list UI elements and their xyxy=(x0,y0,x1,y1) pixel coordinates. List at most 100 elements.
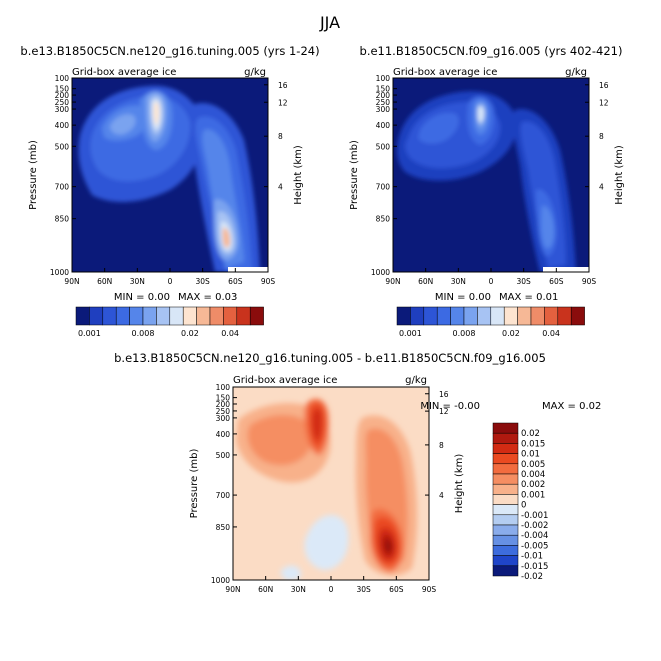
y-tick-right-label: 8 xyxy=(599,132,604,141)
colorbar-label: 0.008 xyxy=(132,329,155,338)
colorbar-label: 0.008 xyxy=(453,329,476,338)
x-tick-label: 30S xyxy=(357,585,372,594)
colorbar-swatch xyxy=(492,473,519,485)
colorbar-swatch xyxy=(410,306,425,326)
colorbar-label: 0.005 xyxy=(521,460,545,470)
colorbar-swatch xyxy=(223,306,238,326)
contour-level xyxy=(386,540,391,552)
contour-level xyxy=(541,205,554,249)
land-mask xyxy=(228,267,268,272)
x-tick-label: 60S xyxy=(228,277,243,286)
x-tick-label: 90N xyxy=(385,277,400,286)
contour-level xyxy=(280,515,349,580)
colorbar-swatch xyxy=(463,306,478,326)
colorbar-swatch xyxy=(396,306,411,326)
y-tick-label: 200 xyxy=(55,91,70,100)
x-tick-label: 90S xyxy=(261,277,276,286)
x-tick-label: 30S xyxy=(517,277,532,286)
y-axis-right-title: Height (km) xyxy=(293,145,304,205)
x-tick-label: 60N xyxy=(97,277,112,286)
colorbar-label: 0 xyxy=(521,501,526,511)
colorbar-swatch xyxy=(492,514,519,526)
colorbar-label: 0.01 xyxy=(521,450,540,460)
y-tick-label: 400 xyxy=(55,121,70,130)
x-tick-label: 90S xyxy=(422,585,437,594)
panel-diff-field xyxy=(233,387,429,580)
colorbar-swatch xyxy=(209,306,224,326)
panel-left-title: b.e13.B1850C5CN.ne120_g16.tuning.005 (yr… xyxy=(20,44,319,58)
y-tick-right-label: 4 xyxy=(599,183,604,192)
colorbar-label: -0.002 xyxy=(521,521,548,531)
contour-level xyxy=(247,414,312,466)
panel-left-subtitle: Grid-box average ice xyxy=(72,67,176,78)
colorbar-swatch xyxy=(169,306,184,326)
colorbar-label: 0.001 xyxy=(399,329,422,338)
colorbar-swatch xyxy=(492,524,519,536)
y-tick-label: 500 xyxy=(216,451,231,460)
panel-right-colorbar: 0.001 0.008 0.02 0.04 xyxy=(396,306,585,338)
colorbar-swatch xyxy=(75,306,90,326)
panel-right-title: b.e11.B1850C5CN.f09_g16.005 (yrs 402-421… xyxy=(360,44,623,58)
colorbar-label: -0.015 xyxy=(521,562,548,572)
colorbar-label: 0.04 xyxy=(221,329,239,338)
panel-left-max-label: MAX = 0.03 xyxy=(178,292,237,303)
panel-diff: b.e13.B1850C5CN.ne120_g16.tuning.005 - b… xyxy=(114,351,601,594)
contour-level xyxy=(418,112,459,144)
colorbar-swatch xyxy=(530,306,545,326)
colorbar-swatch xyxy=(492,443,519,454)
colorbar-swatch xyxy=(156,306,171,326)
colorbar-label: 0.02 xyxy=(521,429,540,439)
colorbar-swatch xyxy=(492,483,519,495)
colorbar-label: -0.001 xyxy=(521,511,548,521)
panel-left-field xyxy=(72,78,268,272)
colorbar-swatch xyxy=(544,306,559,326)
colorbar-swatch xyxy=(115,306,130,326)
y-axis-title: Pressure (mb) xyxy=(28,140,39,210)
y-tick-right-label: 16 xyxy=(278,81,288,90)
colorbar-label: -0.005 xyxy=(521,541,548,551)
y-tick-label: 150 xyxy=(376,85,391,94)
y-tick-label: 200 xyxy=(376,91,391,100)
x-tick-label: 90N xyxy=(64,277,79,286)
y-tick-label: 1000 xyxy=(371,268,390,277)
colorbar-label: 0.02 xyxy=(502,329,520,338)
y-tick-label: 700 xyxy=(55,183,70,192)
y-tick-right-label: 8 xyxy=(439,441,444,450)
colorbar-swatch xyxy=(492,534,519,546)
colorbar-swatch xyxy=(490,306,505,326)
colorbar-swatch xyxy=(450,306,465,326)
colorbar-swatch xyxy=(89,306,104,326)
y-tick-label: 250 xyxy=(376,98,391,107)
x-tick-label: 90N xyxy=(225,585,240,594)
panel-right-field xyxy=(393,78,589,272)
y-tick-label: 250 xyxy=(55,98,70,107)
y-tick-label: 500 xyxy=(376,142,391,151)
colorbar-swatch xyxy=(249,306,264,326)
y-tick-label: 1000 xyxy=(211,576,230,585)
colorbar-swatch xyxy=(570,306,585,326)
colorbar-swatch xyxy=(196,306,211,326)
panel-diff-subtitle: Grid-box average ice xyxy=(233,375,337,386)
x-tick-label: 30S xyxy=(196,277,211,286)
panel-left: b.e13.B1850C5CN.ne120_g16.tuning.005 (yr… xyxy=(20,44,319,338)
panel-right-min-label: MIN = 0.00 xyxy=(435,292,491,303)
colorbar-label: 0.04 xyxy=(542,329,560,338)
contour-level xyxy=(153,102,159,125)
y-tick-right-label: 16 xyxy=(439,390,449,399)
colorbar-swatch xyxy=(492,422,519,434)
y-tick-label: 100 xyxy=(55,74,70,83)
colorbar-label: -0.01 xyxy=(521,552,543,562)
panel-diff-colorbar: 0.020.0150.010.0050.0040.0020.0010-0.001… xyxy=(492,422,548,582)
colorbar-swatch xyxy=(492,463,519,475)
colorbar-label: 0.002 xyxy=(521,480,545,490)
y-tick-label: 150 xyxy=(216,394,231,403)
colorbar-label: 0.001 xyxy=(521,490,545,500)
colorbar-swatch xyxy=(129,306,144,326)
contour-level xyxy=(222,227,230,248)
colorbar-swatch xyxy=(557,306,572,326)
x-tick-label: 60N xyxy=(258,585,273,594)
colorbar-label: 0.015 xyxy=(521,439,545,449)
